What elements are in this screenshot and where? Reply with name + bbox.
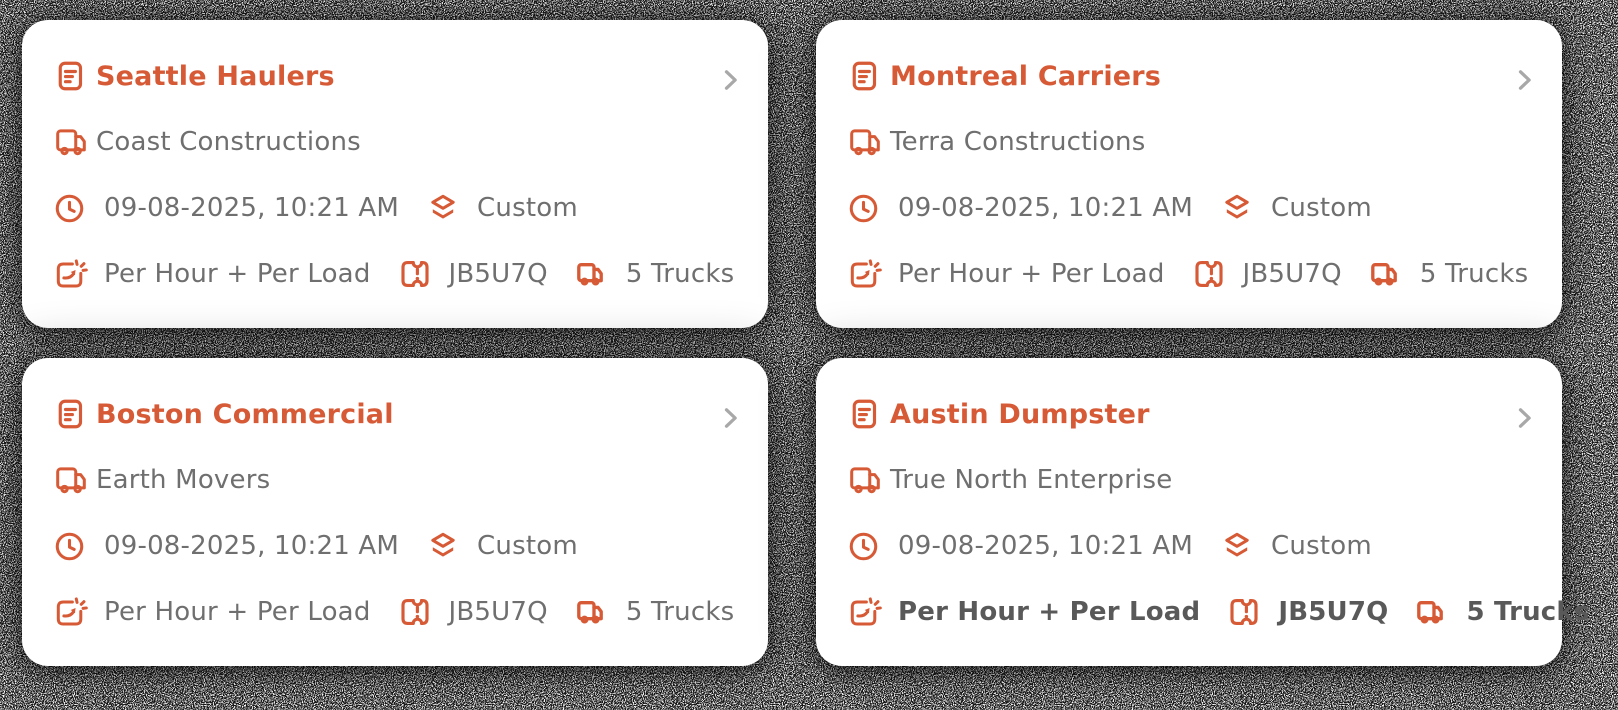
chevron-right-icon[interactable] — [716, 66, 744, 94]
ticket-icon — [397, 594, 449, 630]
rate-icon — [52, 256, 104, 292]
title-row: Seattle Haulers — [52, 58, 740, 94]
ticket-icon — [1191, 256, 1243, 292]
card-title: Montreal Carriers — [890, 60, 1162, 92]
rate-type: Per Hour + Per Load — [898, 259, 1165, 289]
job-code: JB5U7Q — [448, 259, 548, 289]
truck-count: 5 Trucks — [1466, 597, 1590, 627]
datetime: 09-08-2025, 10:21 AM — [898, 193, 1194, 223]
document-icon — [846, 396, 890, 432]
datetime: 09-08-2025, 10:21 AM — [104, 531, 400, 561]
plan-type: Custom — [1271, 531, 1372, 561]
company-row: Terra Constructions — [846, 124, 1534, 160]
layers-icon — [1219, 528, 1271, 564]
truck-count: 5 Trucks — [625, 597, 735, 627]
job-code: JB5U7Q — [448, 597, 548, 627]
truck-count: 5 Trucks — [625, 259, 735, 289]
document-icon — [846, 58, 890, 94]
datetime: 09-08-2025, 10:21 AM — [898, 531, 1194, 561]
delivery-truck-icon — [574, 258, 626, 290]
rate-icon — [846, 594, 898, 630]
title-row: Austin Dumpster — [846, 396, 1534, 432]
company-row: Earth Movers — [52, 462, 740, 498]
company-name: Terra Constructions — [890, 127, 1146, 157]
rate-icon — [52, 594, 104, 630]
clock-icon — [846, 191, 898, 226]
plan-type: Custom — [477, 193, 578, 223]
card-title: Austin Dumpster — [890, 398, 1150, 430]
rate-type: Per Hour + Per Load — [104, 597, 371, 627]
truck-icon — [846, 123, 890, 161]
truck-icon — [52, 461, 96, 499]
rate-type: Per Hour + Per Load — [898, 597, 1201, 627]
title-row: Boston Commercial — [52, 396, 740, 432]
truck-count: 5 Trucks — [1419, 259, 1529, 289]
card-title: Boston Commercial — [96, 398, 394, 430]
job-card-seattle-haulers[interactable]: Seattle Haulers Coast Constructions 09-0… — [22, 20, 768, 328]
card-title: Seattle Haulers — [96, 60, 335, 92]
schedule-row: 09-08-2025, 10:21 AM Custom — [846, 528, 1534, 564]
company-name: Coast Constructions — [96, 127, 361, 157]
rate-type: Per Hour + Per Load — [104, 259, 371, 289]
delivery-truck-icon — [1414, 596, 1466, 628]
company-row: Coast Constructions — [52, 124, 740, 160]
truck-icon — [52, 123, 96, 161]
company-name: True North Enterprise — [890, 465, 1173, 495]
document-icon — [52, 396, 96, 432]
chevron-right-icon[interactable] — [1510, 404, 1538, 432]
delivery-truck-icon — [574, 596, 626, 628]
company-row: True North Enterprise — [846, 462, 1534, 498]
clock-icon — [52, 191, 104, 226]
company-name: Earth Movers — [96, 465, 271, 495]
layers-icon — [425, 528, 477, 564]
job-code: JB5U7Q — [1242, 259, 1342, 289]
details-row: Per Hour + Per Load JB5U7Q 5 Trucks — [52, 256, 740, 292]
schedule-row: 09-08-2025, 10:21 AM Custom — [846, 190, 1534, 226]
job-code: JB5U7Q — [1278, 597, 1389, 627]
details-row: Per Hour + Per Load JB5U7Q 5 Trucks — [846, 256, 1534, 292]
truck-icon — [846, 461, 890, 499]
clock-icon — [846, 529, 898, 564]
job-card-austin-dumpster[interactable]: Austin Dumpster True North Enterprise 09… — [816, 358, 1589, 666]
layers-icon — [425, 190, 477, 226]
rate-icon — [846, 256, 898, 292]
delivery-truck-icon — [1368, 258, 1420, 290]
job-card-boston-commercial[interactable]: Boston Commercial Earth Movers 09-08-202… — [22, 358, 768, 666]
cards-grid: Seattle Haulers Coast Constructions 09-0… — [22, 20, 1589, 666]
plan-type: Custom — [1271, 193, 1372, 223]
ticket-icon — [397, 256, 449, 292]
schedule-row: 09-08-2025, 10:21 AM Custom — [52, 528, 740, 564]
datetime: 09-08-2025, 10:21 AM — [104, 193, 400, 223]
details-row: Per Hour + Per Load JB5U7Q 5 Trucks — [52, 594, 740, 630]
title-row: Montreal Carriers — [846, 58, 1534, 94]
plan-type: Custom — [477, 531, 578, 561]
chevron-right-icon[interactable] — [1510, 66, 1538, 94]
job-card-montreal-carriers[interactable]: Montreal Carriers Terra Constructions 09… — [816, 20, 1562, 328]
details-row: Per Hour + Per Load JB5U7Q 5 Trucks — [846, 594, 1589, 630]
layers-icon — [1219, 190, 1271, 226]
schedule-row: 09-08-2025, 10:21 AM Custom — [52, 190, 740, 226]
clock-icon — [52, 529, 104, 564]
ticket-icon — [1226, 594, 1278, 630]
document-icon — [52, 58, 96, 94]
chevron-right-icon[interactable] — [716, 404, 744, 432]
